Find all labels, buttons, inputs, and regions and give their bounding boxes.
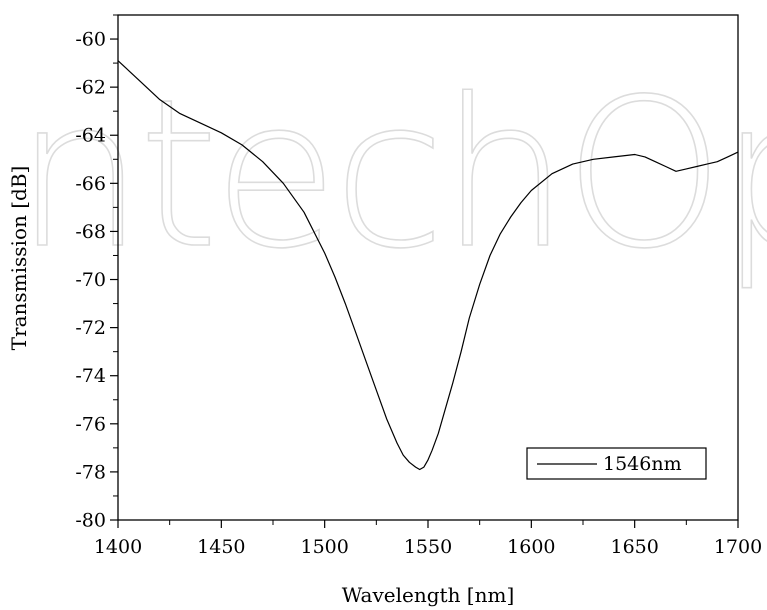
series-group: [117, 60, 739, 471]
x-tick-label: 1450: [197, 536, 245, 558]
y-tick-label: -72: [75, 317, 106, 339]
x-tick-label: 1600: [507, 536, 555, 558]
y-tick-label: -68: [75, 221, 106, 243]
y-tick-label: -76: [75, 413, 106, 435]
x-axis-ticks: 1400 1450 1500 1550 1600 1650 1700: [94, 520, 762, 558]
x-tick-label: 1550: [404, 536, 452, 558]
legend: 1546nm: [526, 447, 707, 480]
y-tick-label: -66: [75, 173, 106, 195]
legend-label: 1546nm: [603, 453, 682, 475]
x-axis-title: Wavelength [nm]: [342, 583, 515, 607]
x-tick-label: 1700: [714, 536, 762, 558]
x-tick-label: 1500: [300, 536, 348, 558]
y-axis-ticks: -80 -78 -76 -74 -72 -70 -68 -66 -64 -62 -60: [75, 14, 118, 532]
watermark-text: IntechOpen: [0, 56, 767, 294]
y-tick-label: -74: [75, 365, 106, 387]
y-tick-label: -62: [75, 77, 106, 99]
y-axis-title: Transmission [dB]: [7, 166, 31, 351]
x-tick-label: 1650: [610, 536, 658, 558]
y-tick-label: -78: [75, 461, 106, 483]
y-tick-label: -70: [75, 269, 106, 291]
y-tick-label: -60: [75, 29, 106, 51]
y-tick-label: -80: [75, 510, 106, 532]
y-tick-label: -64: [75, 125, 106, 147]
x-tick-label: 1400: [94, 536, 142, 558]
series-line-0: [117, 60, 739, 471]
